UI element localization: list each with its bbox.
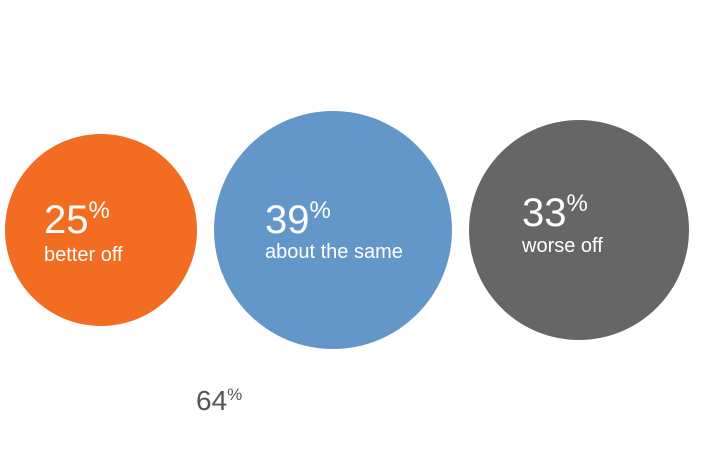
bubble-value-better-off: 25% — [44, 197, 110, 242]
bubble-circle-about-the-same — [214, 111, 452, 349]
bubble-number-worse-off: 33 — [522, 191, 567, 235]
bubble-value-about-the-same: 39% — [265, 197, 331, 242]
bubble-unit-better-off: % — [89, 197, 110, 224]
bubble-about-the-same: 39% about the same — [214, 111, 452, 349]
bubble-circle-better-off — [5, 134, 197, 326]
bubble-label-about-the-same: about the same — [265, 241, 403, 263]
bubble-label-better-off: better off — [44, 244, 123, 266]
bubble-unit-worse-off: % — [567, 190, 588, 217]
bubble-unit-about-the-same: % — [310, 197, 331, 224]
bubble-label-worse-off: worse off — [521, 235, 603, 257]
bubble-circle-worse-off — [469, 120, 689, 340]
bubble-worse-off: 33% worse off — [469, 120, 689, 340]
summary-number: 64 — [196, 385, 227, 416]
summary-unit: % — [227, 385, 242, 404]
bubble-number-about-the-same: 39 — [265, 198, 310, 242]
bubble-number-better-off: 25 — [44, 198, 89, 242]
bubble-better-off: 25% better off — [5, 134, 197, 326]
summary-annotation: 64% — [196, 385, 242, 416]
bubble-value-worse-off: 33% — [522, 190, 588, 235]
